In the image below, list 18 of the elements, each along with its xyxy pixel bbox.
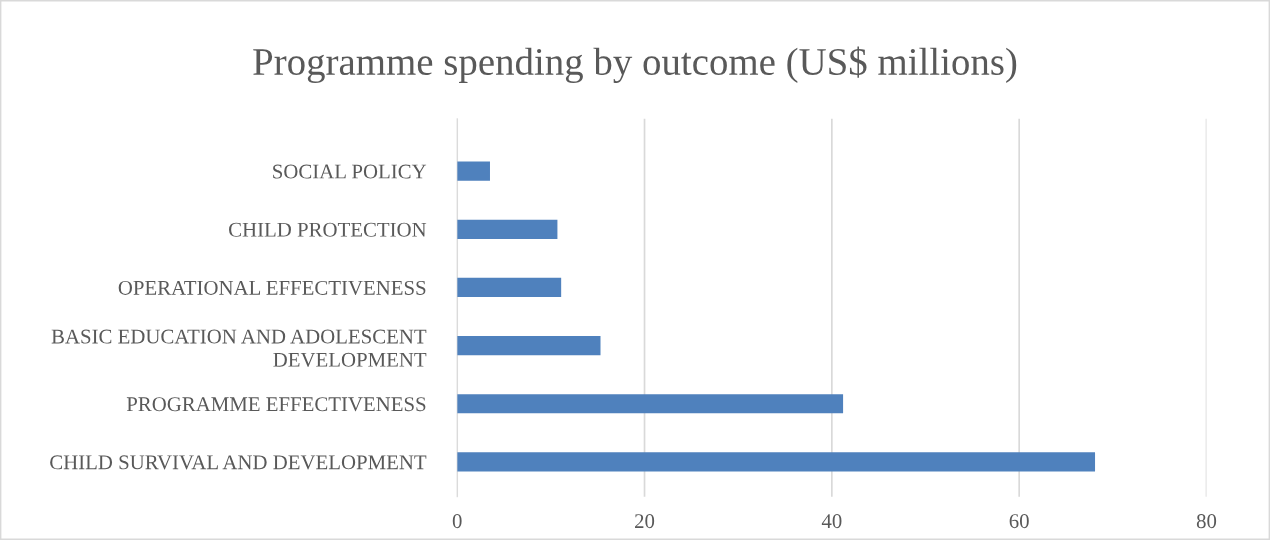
x-tick-label: 80 xyxy=(1196,514,1217,529)
y-tick-label: SOCIAL POLICY xyxy=(273,164,427,179)
x-tick-label: 0 xyxy=(452,514,462,529)
bar xyxy=(457,219,558,239)
chart-title: Programme spending by outcome (US$ millions) xyxy=(253,46,1017,84)
y-tick-label: OPERATIONAL EFFECTIVENESS xyxy=(118,280,426,295)
bar xyxy=(457,452,1096,472)
bar xyxy=(457,394,844,414)
x-tick-label: 60 xyxy=(1009,514,1029,529)
y-tick-label: CHILD PROTECTION xyxy=(229,222,427,237)
x-tick-label: 20 xyxy=(635,514,655,529)
y-tick-label: BASIC EDUCATION AND ADOLESCENT DEVELOPMENT xyxy=(51,329,427,367)
bar xyxy=(457,336,601,356)
bar xyxy=(457,277,562,298)
y-tick-label: PROGRAMME EFFECTIVENESS xyxy=(126,397,426,412)
x-tick-label: 40 xyxy=(821,514,842,529)
y-tick-label: CHILD SURVIVAL AND DEVELOPMENT xyxy=(50,455,427,470)
bar xyxy=(457,161,490,181)
